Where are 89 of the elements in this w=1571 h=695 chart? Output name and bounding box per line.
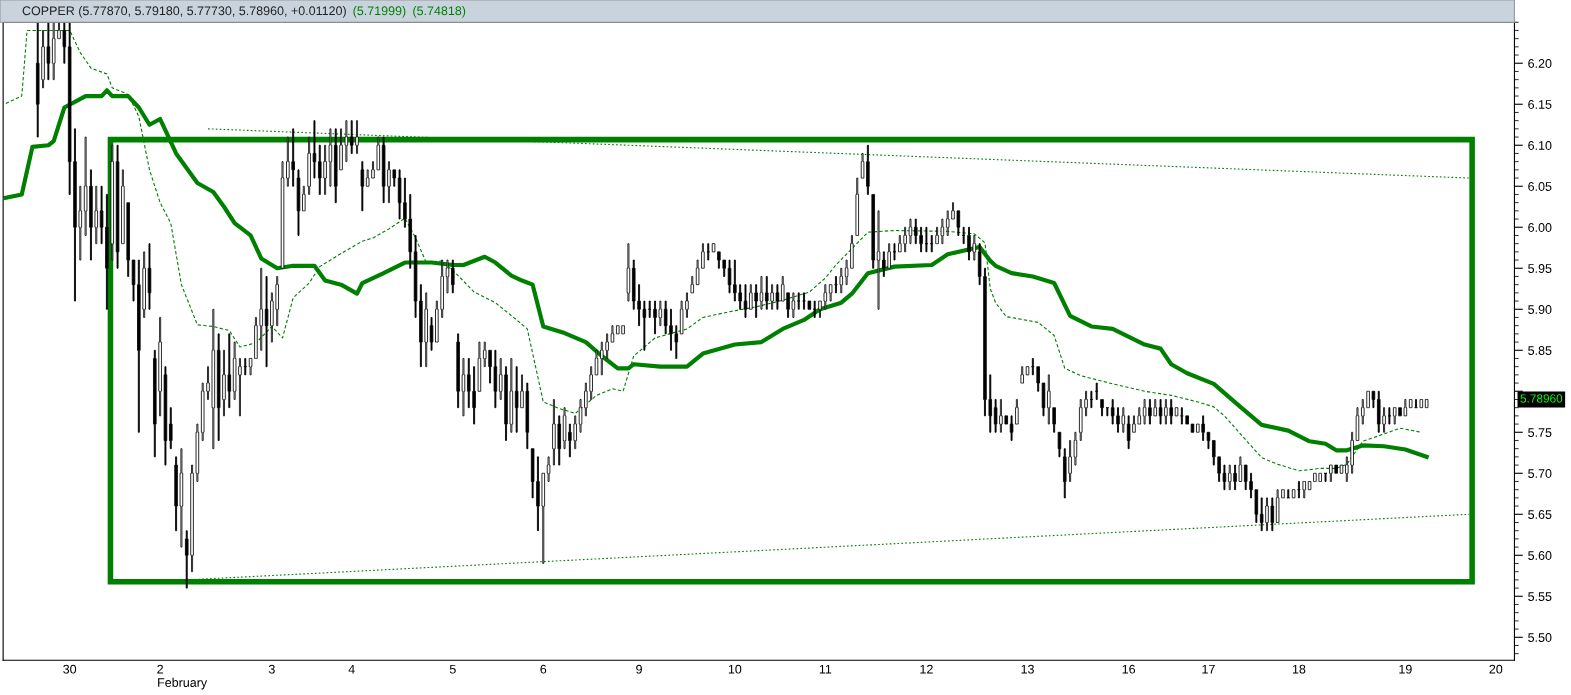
x-tick-label: 9 (636, 664, 642, 674)
candlestick (1286, 489, 1291, 499)
candlestick (929, 235, 934, 253)
text: 5.78960 (1520, 394, 1563, 403)
candlestick (1174, 407, 1179, 417)
candlestick (690, 276, 695, 294)
candlestick (828, 284, 833, 302)
x-tick-label: 3 (268, 664, 275, 674)
candlestick (1025, 366, 1030, 376)
text: (5.71999) (353, 5, 406, 18)
candlestick (360, 161, 365, 212)
candlestick (1414, 399, 1418, 409)
y-tick-label: 5.90 (1528, 305, 1552, 314)
x-tick-label: 19 (1399, 664, 1412, 674)
candlestick (1323, 472, 1328, 482)
candlestick (451, 259, 455, 294)
y-tick-label: 6.20 (1528, 59, 1552, 68)
candlestick (1291, 489, 1296, 499)
y-tick-label: 5.95 (1528, 264, 1552, 273)
candlestick (169, 407, 173, 450)
candlestick (1180, 407, 1184, 425)
candlestick (1041, 382, 1046, 417)
chart-title: COPPER (5.77870, 5.79180, 5.77730, 5.78960, +0.01120) (22, 5, 346, 18)
candlestick (1297, 481, 1301, 499)
candlestick (807, 300, 812, 310)
candlestick (924, 226, 929, 253)
candlestick (1089, 390, 1094, 409)
y-tick-label: 5.55 (1528, 592, 1552, 601)
candlestick (1036, 366, 1040, 392)
candlestick (1020, 366, 1024, 384)
candlestick (1419, 399, 1424, 409)
candlestick (892, 243, 897, 261)
y-tick-label: 6.10 (1528, 141, 1552, 150)
candlestick (243, 358, 248, 376)
text: February (158, 677, 208, 690)
y-tick-label: 6.05 (1528, 182, 1552, 191)
candlestick (855, 177, 859, 236)
candlestick (802, 292, 806, 310)
x-tick-label: 30 (63, 664, 77, 674)
candlestick (626, 243, 631, 302)
x-tick-label: 12 (920, 664, 933, 674)
x-tick-label: 2 (157, 664, 163, 674)
y-tick-label: 5.85 (1528, 346, 1552, 355)
x-tick-label: 6 (540, 664, 547, 674)
x-tick-label: 17 (1202, 664, 1215, 674)
x-tick-label: 4 (348, 664, 355, 674)
candlestick (871, 194, 875, 269)
x-tick-label: 10 (728, 664, 742, 674)
candlestick (131, 259, 136, 302)
candlestick (1408, 399, 1413, 409)
candlestick (296, 169, 301, 236)
candlestick (594, 349, 599, 376)
y-tick-label: 5.70 (1528, 469, 1552, 478)
candlestick (796, 292, 801, 310)
candlestick (147, 243, 152, 310)
candlestick (1094, 382, 1099, 400)
x-tick-label: 11 (819, 664, 832, 674)
candlestick (1105, 407, 1110, 417)
text: (5.74818) (413, 5, 466, 18)
candlestick (1190, 423, 1195, 433)
candlestick (812, 300, 817, 318)
candlestick (1302, 481, 1306, 499)
x-tick-label: 16 (1122, 664, 1136, 674)
candlestick (743, 284, 748, 318)
candlestick (839, 267, 844, 294)
y-tick-label: 5.50 (1528, 633, 1552, 642)
candlestick (1031, 358, 1035, 376)
y-tick-label: 5.75 (1528, 428, 1552, 437)
candlestick (445, 259, 450, 294)
candlestick (961, 226, 966, 245)
candlestick (647, 300, 652, 318)
y-tick-label: 5.60 (1528, 551, 1552, 560)
candlestick (302, 185, 306, 212)
candlestick (1339, 464, 1344, 474)
x-tick-label: 20 (1489, 664, 1503, 674)
candlestick (1424, 399, 1429, 409)
y-tick-label: 5.65 (1528, 510, 1552, 519)
candlestick (1100, 399, 1104, 417)
candlestick (1185, 415, 1189, 425)
candlestick (706, 243, 710, 261)
x-tick-label: 5 (449, 664, 456, 674)
candlestick (546, 456, 551, 482)
x-tick-label: 18 (1292, 664, 1306, 674)
y-tick-label: 6.15 (1528, 100, 1552, 109)
candlestick (1387, 407, 1392, 425)
candlestick (834, 276, 838, 294)
y-tick-label: 6.00 (1528, 223, 1552, 232)
candlestick (1057, 431, 1062, 458)
x-tick-label: 13 (1021, 664, 1034, 674)
